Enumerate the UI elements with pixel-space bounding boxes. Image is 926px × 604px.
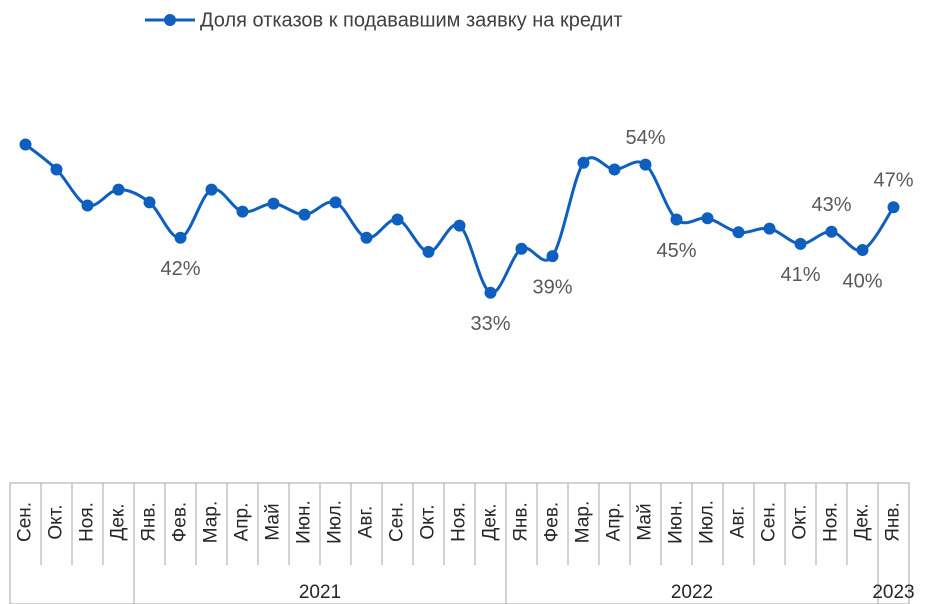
data-label: 43%	[811, 194, 851, 216]
x-tick-label: Дек.	[480, 503, 501, 540]
data-label: 42%	[160, 258, 200, 280]
x-tick-label: Авг.	[356, 506, 377, 539]
data-point	[670, 213, 683, 226]
x-tick-label: Июл.	[325, 500, 346, 544]
x-tick-label: Окт.	[418, 504, 439, 539]
data-label: 47%	[873, 170, 913, 192]
x-tick-label: Сен.	[759, 502, 780, 542]
x-tick-label: Апр.	[232, 503, 253, 542]
x-tick-label: Авг.	[728, 506, 749, 539]
data-point	[701, 212, 714, 225]
data-point	[608, 163, 621, 176]
category-axis	[9, 482, 910, 604]
data-point	[639, 158, 652, 171]
group-label: 2023	[872, 582, 914, 603]
group-label: 2021	[299, 582, 341, 603]
data-point	[546, 250, 559, 263]
x-tick-label: Дек.	[852, 503, 873, 540]
x-tick-label: Июн.	[294, 500, 315, 544]
data-point	[577, 156, 590, 169]
legend-marker	[164, 14, 176, 26]
data-point	[856, 244, 869, 256]
data-point	[50, 163, 63, 176]
data-point	[887, 201, 900, 214]
data-label: 45%	[656, 240, 696, 262]
x-tick-label: Сен.	[387, 502, 408, 542]
data-point	[205, 183, 218, 196]
x-tick-label: Апр.	[604, 503, 625, 542]
data-point	[81, 199, 94, 212]
data-point	[360, 231, 373, 244]
x-tick-label: Янв.	[511, 502, 532, 542]
data-point	[112, 183, 125, 196]
data-point	[422, 245, 435, 258]
data-point	[267, 197, 280, 210]
data-point	[763, 222, 776, 235]
x-tick-label: Ноя.	[77, 502, 98, 542]
x-tick-label: Июн.	[666, 500, 687, 544]
data-point	[19, 138, 32, 151]
x-tick-label: Фев.	[542, 502, 563, 542]
data-point	[484, 286, 497, 299]
data-point	[453, 219, 466, 232]
x-tick-label: Май	[263, 503, 284, 540]
x-tick-label: Май	[635, 503, 656, 540]
series-line	[24, 143, 895, 295]
x-tick-label: Мар.	[201, 501, 222, 543]
data-point	[391, 213, 404, 226]
data-label: 33%	[470, 313, 510, 335]
data-point	[236, 205, 249, 218]
x-tick-label: Фев.	[170, 502, 191, 542]
data-label: 40%	[842, 270, 882, 292]
data-point	[174, 231, 187, 244]
data-point	[515, 242, 528, 255]
x-tick-label: Янв.	[883, 502, 904, 542]
x-tick-label: Мар.	[573, 501, 594, 543]
data-point	[732, 226, 745, 239]
x-tick-label: Окт.	[790, 504, 811, 539]
data-point	[825, 225, 838, 238]
axis-box	[9, 482, 910, 604]
data-label: 54%	[625, 127, 665, 149]
data-label: 39%	[532, 276, 572, 298]
data-point	[298, 208, 311, 221]
group-label: 2022	[671, 582, 713, 603]
legend: Доля отказов к подававшим заявку на кред…	[145, 9, 623, 31]
data-point	[143, 196, 156, 209]
data-point	[794, 237, 807, 250]
x-tick-label: Дек.	[108, 503, 129, 540]
x-tick-label: Июл.	[697, 500, 718, 544]
x-tick-label: Сен.	[15, 502, 36, 542]
x-tick-label: Окт.	[46, 504, 67, 539]
data-label: 41%	[780, 264, 820, 286]
legend-label: Доля отказов к подававшим заявку на кред…	[200, 9, 623, 31]
x-tick-label: Ноя.	[821, 502, 842, 542]
x-tick-label: Янв.	[139, 502, 160, 542]
data-point	[329, 196, 342, 209]
x-tick-label: Ноя.	[449, 502, 470, 542]
